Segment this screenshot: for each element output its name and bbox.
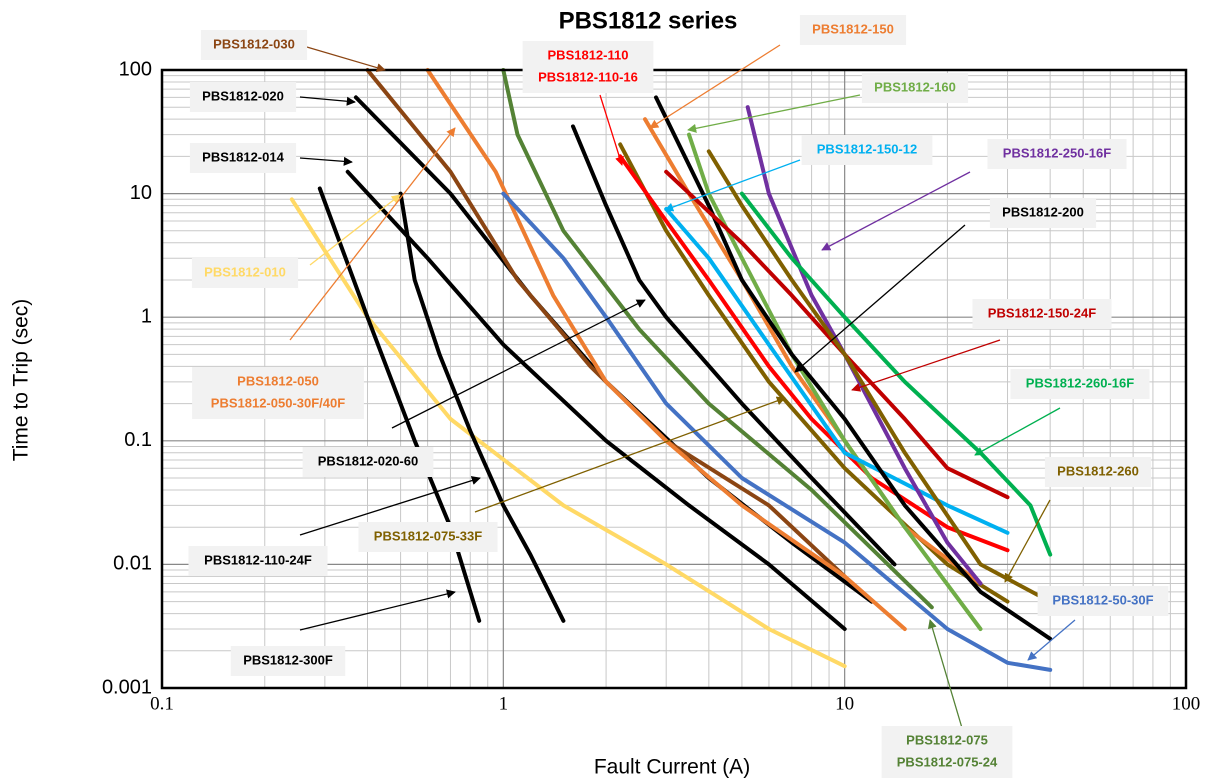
- annotation-arrow: [299, 44, 386, 73]
- annotation-text: PBS1812-020-60: [318, 453, 418, 468]
- annotation-arrow: [649, 44, 781, 129]
- annotation-text: PBS1812-300F: [243, 652, 333, 667]
- annotation-text: PBS1812-150-24F: [988, 305, 1096, 320]
- annotation-box: [189, 143, 297, 173]
- y-tick-label: 0.1: [124, 429, 152, 451]
- curve: [398, 191, 566, 623]
- annotation-text: PBS1812-260: [1057, 463, 1139, 478]
- annotation-arrow: [1027, 619, 1076, 661]
- annotation-text: PBS1812-050: [237, 373, 319, 388]
- curve: [317, 186, 482, 623]
- annotation-box: [192, 367, 364, 419]
- annotation-box: [1037, 586, 1169, 616]
- annotation-box: [200, 30, 308, 60]
- x-tick-label: 0.1: [150, 693, 174, 714]
- annotation-box: [861, 73, 969, 103]
- annotation-box: [1044, 457, 1152, 487]
- curve: [365, 68, 847, 579]
- x-tick-label: 100: [1172, 693, 1201, 714]
- x-tick-label: 1: [499, 693, 509, 714]
- annotation-arrow: [794, 224, 966, 373]
- annotation-text: PBS1812-075: [906, 732, 988, 747]
- annotation-box: [801, 135, 933, 165]
- annotation-box: [191, 258, 299, 288]
- y-tick-label: 100: [119, 58, 152, 80]
- annotation-arrow: [821, 171, 971, 251]
- annotation-text: PBS1812-030: [213, 36, 295, 51]
- curve: [706, 149, 1053, 604]
- annotation-arrow: [309, 194, 401, 266]
- annotation-arrow: [299, 96, 356, 106]
- annotation-text: PBS1812-150: [812, 21, 894, 36]
- annotation-arrow: [299, 156, 353, 166]
- annotation-box: [972, 299, 1112, 329]
- annotation-box: [522, 41, 654, 93]
- annotation-text: PBS1812-010: [204, 264, 286, 279]
- annotation-text: PBS1812-075-24: [897, 754, 998, 769]
- plot-frame: [160, 68, 1188, 690]
- annotation-text: PBS1812-250-16F: [1003, 145, 1111, 160]
- annotation-box: [881, 726, 1013, 778]
- annotation-text: PBS1812-110-24F: [204, 552, 312, 567]
- annotation-arrow: [391, 299, 646, 429]
- annotation-text: PBS1812-014: [202, 149, 284, 164]
- annotation-text: PBS1812-200: [1002, 204, 1084, 219]
- annotation-arrow: [599, 94, 624, 166]
- annotation-arrow: [299, 589, 456, 631]
- curve: [289, 197, 847, 669]
- y-tick-label: 1: [141, 305, 152, 327]
- annotation-box: [230, 646, 346, 676]
- annotation-arrow: [1004, 499, 1051, 583]
- annotation-box: [989, 198, 1097, 228]
- annotation-box: [987, 139, 1127, 169]
- annotation-box: [799, 15, 907, 45]
- annotation-text: PBS1812-260-16F: [1026, 375, 1134, 390]
- annotation-arrow: [299, 476, 481, 536]
- y-tick-label: 10: [130, 182, 152, 204]
- annotation-text: PBS1812-160: [874, 79, 956, 94]
- annotation-box: [358, 522, 498, 552]
- annotation-box: [188, 546, 328, 576]
- annotation-arrow: [474, 396, 786, 513]
- curve: [664, 207, 1010, 535]
- annotation-arrow: [851, 339, 1001, 392]
- annotation-arrow: [687, 94, 861, 133]
- curve: [739, 191, 1053, 557]
- x-axis-label: Fault Current (A): [594, 756, 750, 779]
- chart-title: PBS1812 series: [559, 7, 738, 34]
- annotation-arrow: [664, 159, 801, 212]
- annotation-arrow: [289, 127, 456, 341]
- annotation-text: PBS1812-020: [202, 88, 284, 103]
- annotation-text: PBS1812-050-30F/40F: [211, 395, 345, 410]
- y-tick-label: 0.01: [113, 553, 152, 575]
- annotation-arrow: [974, 407, 1061, 456]
- annotation-box: [1010, 369, 1150, 399]
- annotation-text: PBS1812-075-33F: [374, 528, 482, 543]
- curve: [618, 142, 1010, 604]
- annotation-text: PBS1812-110-16: [538, 69, 638, 84]
- y-axis-label: Time to Trip (sec): [10, 299, 33, 462]
- annotation-text: PBS1812-110: [548, 47, 629, 62]
- curve: [425, 68, 907, 631]
- curve: [501, 68, 934, 610]
- annotation-arrow: [927, 619, 963, 729]
- curve: [501, 191, 1053, 672]
- annotation-box: [302, 447, 434, 477]
- y-tick-label: 0.001: [102, 676, 152, 698]
- curve: [345, 169, 847, 631]
- annotation-box: [189, 82, 297, 112]
- annotation-text: PBS1812-50-30F: [1052, 592, 1153, 607]
- curve: [571, 124, 897, 567]
- annotation-text: PBS1812-150-12: [817, 141, 917, 156]
- x-tick-label: 10: [835, 693, 854, 714]
